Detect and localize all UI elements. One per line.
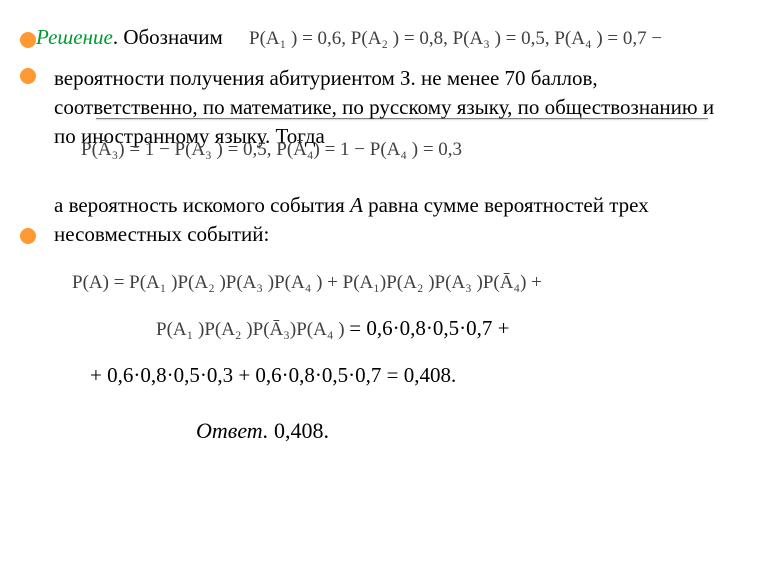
- bullet-2: [20, 68, 36, 84]
- header-line: Решение. Обозначим P(A₁ ) = 0,6, P(A₂ ) …: [36, 25, 738, 50]
- slide: Решение. Обозначим P(A₁ ) = 0,6, P(A₂ ) …: [0, 0, 768, 576]
- para1-text: вероятности получения абитуриентом З. не…: [54, 66, 714, 148]
- paragraph-2: а вероятность искомого события A равна с…: [54, 191, 728, 249]
- solution-label: Решение: [36, 25, 113, 49]
- paragraph-1: вероятности получения абитуриентом З. не…: [54, 64, 728, 151]
- eq2b: = 0,6·0,8·0,5·0,7 +: [349, 316, 509, 340]
- answer-label: Ответ.: [196, 418, 268, 443]
- given-probabilities: P(A₁ ) = 0,6, P(A₂ ) = 0,8, P(A₃ ) = 0,5…: [249, 28, 662, 49]
- complement-text: P(Ā₃) = 1 − P(A₃ ) = 0,5, P(Ā₄) = 1 − P(…: [81, 139, 462, 160]
- equation-row-2: P(A₁ )P(A₂ )P(Ā₃)P(A₄ ) = 0,6·0,8·0,5·0,…: [156, 316, 738, 341]
- event-A: A: [350, 193, 363, 217]
- answer-value: 0,408.: [268, 418, 329, 443]
- answer-line: Ответ. 0,408.: [196, 418, 738, 444]
- eq1: P(A) = P(A₁ )P(A₂ )P(A₃ )P(A₄ ) + P(A₁)P…: [72, 272, 542, 293]
- eq3: + 0,6·0,8·0,5·0,3 + 0,6·0,8·0,5·0,7 = 0,…: [90, 363, 456, 387]
- equation-row-3: + 0,6·0,8·0,5·0,3 + 0,6·0,8·0,5·0,7 = 0,…: [90, 363, 738, 388]
- bullet-1: [20, 32, 36, 48]
- para2-a: а вероятность искомого события: [54, 193, 350, 217]
- dot: .: [113, 25, 124, 49]
- oboznachim: Обозначим: [123, 25, 222, 49]
- bullet-3: [20, 228, 36, 244]
- equation-row-1: P(A) = P(A₁ )P(A₂ )P(A₃ )P(A₄ ) + P(A₁)P…: [72, 269, 738, 294]
- eq2a: P(A₁ )P(A₂ )P(Ā₃)P(A₄ ): [156, 319, 349, 340]
- complement-probs: P(Ā₃) = 1 − P(A₃ ) = 0,5, P(Ā₄) = 1 − P(…: [81, 139, 738, 161]
